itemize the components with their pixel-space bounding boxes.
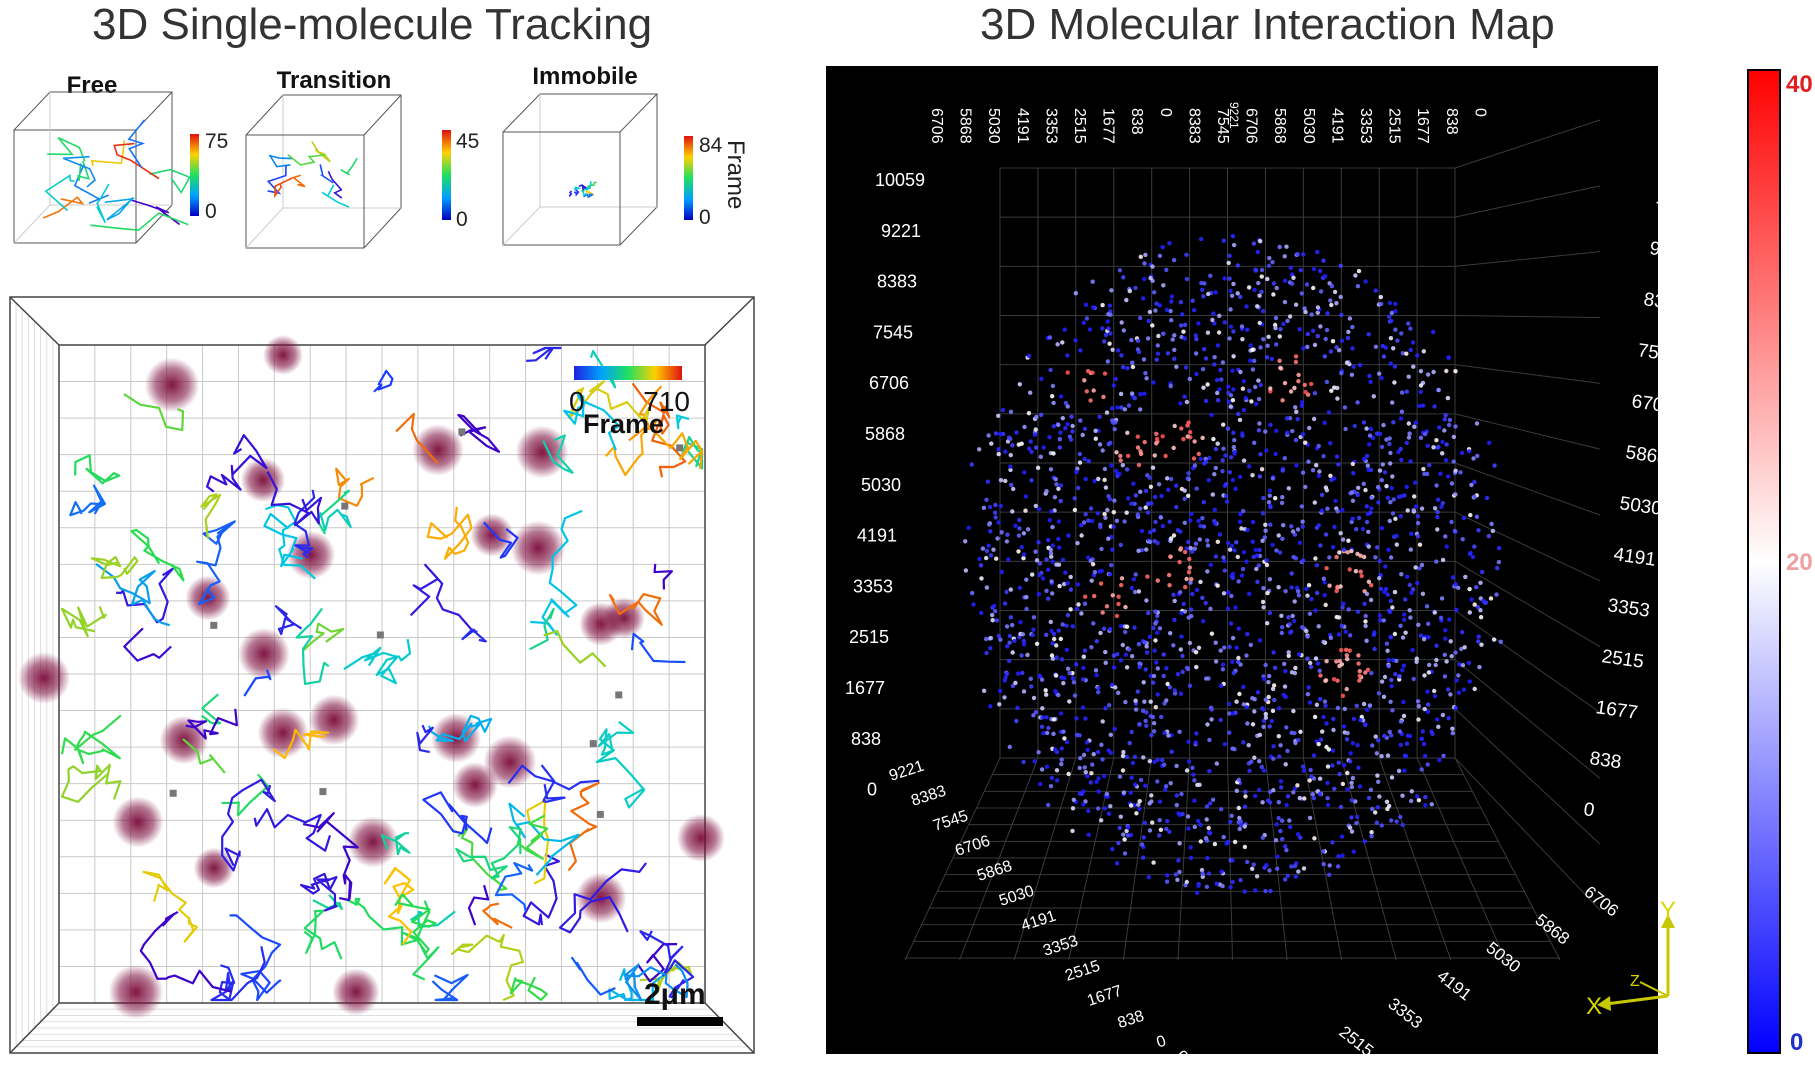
map-tick-top: 2515 (1386, 108, 1403, 144)
interaction-map: 6706 5868 5030 4191 3353 2515 1677 838 0 8383 7545… (826, 66, 1710, 1068)
inset-free: Free 75 0 (13, 72, 228, 244)
inset-immobile-colorbar-max: 84 (699, 134, 723, 157)
map-tick-top: 3353 (1357, 108, 1374, 144)
tracking-colorbar (574, 366, 682, 380)
axis-y-label: Y (1660, 897, 1676, 924)
map-tick-top: 0 (1471, 108, 1488, 117)
map-tick-left: 2515 (849, 627, 889, 647)
inset-transition-colorbar (442, 130, 451, 220)
map-tick-left: 3353 (853, 576, 893, 596)
map-tick-left: 0 (867, 780, 877, 800)
map-tick-left: 5868 (865, 424, 905, 444)
map-tick-left: 6706 (869, 373, 909, 393)
inset-label-free: Free (67, 72, 118, 99)
map-tick-left: 5030 (861, 475, 901, 495)
inset-immobile-colorbar (684, 136, 693, 220)
interaction-colorbar-min: 0 (1790, 1029, 1803, 1056)
inset-immobile: Immobile 84 0 Frame (502, 63, 749, 246)
map-tick-top: 5030 (1300, 108, 1317, 144)
tracking-colorbar-min: 0 (569, 386, 585, 417)
map-tick-left: 4191 (857, 526, 897, 546)
inset-free-tracks (42, 119, 191, 232)
map-tick-top: 3353 (1042, 108, 1059, 144)
tracking-colorbar-max: 710 (643, 386, 690, 417)
map-tick-left: 7545 (873, 322, 913, 342)
interaction-colorbar-mid: 20 (1786, 549, 1813, 576)
map-tick-top: 6706 (1243, 108, 1260, 144)
map-tick-top: 1677 (1100, 108, 1117, 144)
map-tick-top: 5030 (985, 108, 1002, 144)
interaction-colorbar: 40 20 0 (1747, 69, 1813, 1056)
map-tick-top: 1677 (1414, 108, 1431, 144)
inset-free-colorbar-max: 75 (205, 130, 228, 153)
right-panel-title: 3D Molecular Interaction Map (980, 0, 1555, 49)
trajectory-insets: Free 75 0 Transition (13, 63, 749, 249)
map-tick-top: 2515 (1071, 108, 1088, 144)
map-tick-top: 838 (1128, 108, 1145, 135)
map-tick-top: 0 (1157, 108, 1174, 117)
map-tick-top: 4191 (1014, 108, 1031, 144)
inset-transition: Transition 45 0 (245, 67, 479, 249)
inset-label-immobile: Immobile (532, 63, 637, 90)
map-tick-left: 838 (851, 729, 881, 749)
map-tick-left: 10059 (875, 170, 925, 190)
scale-bar-label: 2μm (644, 978, 706, 1011)
tracking-panel: 0 710 Frame 2μm (9, 296, 755, 1054)
map-background (826, 66, 1658, 1054)
inset-immobile-colorbar-min: 0 (699, 206, 711, 229)
interaction-points (963, 234, 1504, 895)
map-tick-left: 1677 (845, 678, 885, 698)
inset-label-transition: Transition (277, 67, 392, 94)
map-tick-top-extra: 9221 (1227, 102, 1241, 129)
left-panel-title: 3D Single-molecule Tracking (92, 0, 653, 49)
map-tick-left: 9221 (881, 221, 921, 241)
map-tick-right: 0 (1582, 799, 1595, 821)
trajectories (60, 346, 704, 1002)
inset-immobile-tracks (568, 181, 597, 199)
axis-x-label: X (1586, 993, 1602, 1020)
inset-transition-colorbar-max: 45 (456, 130, 479, 153)
inset-free-colorbar (190, 134, 199, 216)
axis-z-label: Z (1630, 973, 1640, 990)
axis-triad: Y X Z (1586, 897, 1676, 1020)
map-tick-top: 5868 (957, 108, 974, 144)
map-tick-top: 838 (1443, 108, 1460, 135)
map-tick-top: 8383 (1185, 108, 1202, 144)
inset-transition-tracks (266, 141, 358, 208)
inset-free-colorbar-min: 0 (205, 200, 217, 223)
map-tick-top: 5868 (1271, 108, 1288, 144)
map-tick-left: 8383 (877, 272, 917, 292)
map-tick-right: 838 (1588, 748, 1622, 773)
interaction-colorbar-max: 40 (1786, 71, 1813, 98)
interaction-colorbar-gradient (1747, 69, 1781, 1054)
scale-bar (637, 1017, 723, 1026)
map-tick-top: 7545 (1214, 108, 1231, 144)
inset-immobile-axis-label: Frame (722, 140, 749, 209)
inset-transition-colorbar-min: 0 (456, 208, 468, 231)
map-tick-right: 10059 (1654, 187, 1709, 215)
map-tick-top: 6706 (928, 108, 945, 144)
tracking-colorbar-label: Frame (583, 409, 664, 439)
map-tick-top: 4191 (1328, 108, 1345, 144)
